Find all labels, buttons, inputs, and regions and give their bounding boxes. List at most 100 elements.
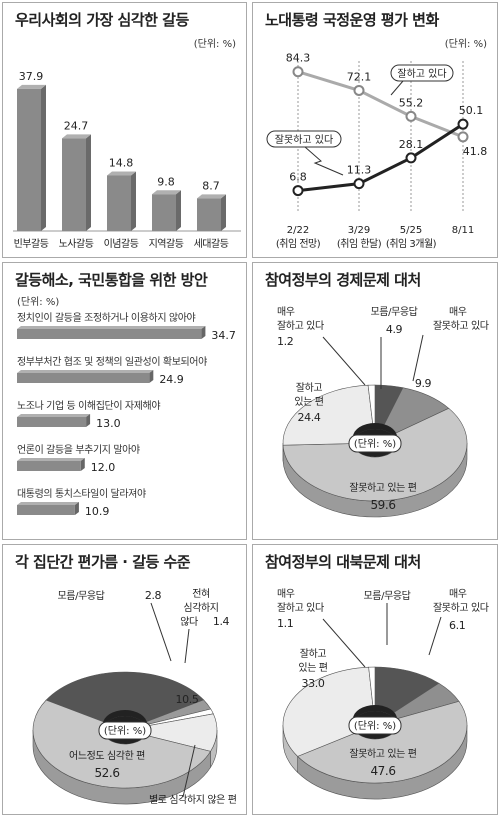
panel-conflict: 우리사회의 가장 심각한 갈등 (단위: %) 37.9 빈부갈등 24.7 노사갈등… xyxy=(2,2,247,258)
line-value-label: 72.1 xyxy=(347,70,372,83)
hbar-top xyxy=(17,458,85,461)
pie-value-label: 12.2 xyxy=(390,628,415,642)
pie-center-label-box xyxy=(348,434,402,453)
legend-callout-label: 잘못하고 있다 xyxy=(275,133,333,146)
pie-hole xyxy=(103,710,147,730)
line-value-label: 28.1 xyxy=(399,138,424,151)
hbar-side xyxy=(80,458,85,471)
hbar-side xyxy=(149,370,154,383)
hbar-side xyxy=(201,326,206,339)
series-point xyxy=(405,152,417,164)
pie-slice-label: 모름/무응답 xyxy=(364,590,411,602)
hbar xyxy=(17,505,75,515)
conflict-bar-chart: 37.9 빈부갈등 24.7 노사갈등 14.8 이념갈등 9.8 지역갈등 8.7 세대갈등 xyxy=(13,70,241,250)
line-value-label: 50.1 xyxy=(459,104,484,117)
pie-slice-label: 별로 심각하지 않은 편 xyxy=(149,793,237,806)
bar-value-label: 8.7 xyxy=(202,179,220,192)
pie-slice-label: 잘하고 있다 xyxy=(277,319,324,332)
bar-top xyxy=(197,194,226,199)
series-point xyxy=(457,131,469,143)
pie-center-label-box xyxy=(348,716,402,735)
series-line xyxy=(297,122,464,193)
panel-nk: 참여정부의 대북문제 대처 (단위: %) 모름/무응답 12.2 매우 잘못하고 있다… xyxy=(252,544,498,815)
hbar xyxy=(17,417,87,427)
x-tick-label: 2/22 xyxy=(287,225,309,236)
pie-slice xyxy=(282,407,468,502)
pie-label-pointer xyxy=(428,616,442,656)
x-tick-sublabel: (취임 한달) xyxy=(337,237,382,250)
line-value-label: 11.3 xyxy=(347,164,372,177)
hbar xyxy=(17,329,202,339)
bar-value-label: 24.7 xyxy=(64,119,89,132)
pie-label-pointer xyxy=(322,618,366,668)
bar-top xyxy=(17,84,46,89)
hbar-value-label: 12.0 xyxy=(91,461,116,474)
bar xyxy=(62,138,86,231)
line-value-label: 84.3 xyxy=(286,52,311,65)
hbar-top xyxy=(17,370,154,373)
pie-slice-label: 잘못하고 있는 편 xyxy=(349,481,416,494)
pie-slice-label: 있는 편 xyxy=(294,396,323,408)
pie-hole xyxy=(353,423,397,443)
x-tick-label: 3/29 xyxy=(348,225,370,236)
pie-value-label: 6.1 xyxy=(449,619,465,632)
bar-category-label: 세대갈등 xyxy=(194,237,229,250)
x-tick-sublabel: (취임 전망) xyxy=(276,237,321,250)
solution-hbar-chart: 정치인이 갈등을 조정하거나 이용하지 않아야 34.7 정부부처간 협조 및 정책… xyxy=(17,311,236,518)
chart-title-nk: 참여정부의 대북문제 대처 xyxy=(265,553,421,571)
bar xyxy=(197,198,221,231)
chart-title-economy: 참여정부의 경제문제 대처 xyxy=(265,271,421,289)
pie-value-label: 52.6 xyxy=(94,766,119,780)
pie-slice-label: 잘못하고 있는 편 xyxy=(349,747,416,760)
bar-value-label: 9.8 xyxy=(157,175,175,188)
pie-slice-label: 모름/무응답 xyxy=(58,590,105,602)
hbar-category-label: 정치인이 갈등을 조정하거나 이용하지 않아야 xyxy=(17,311,196,324)
x-tick-label: 5/25 xyxy=(400,225,422,236)
bar-category-label: 지역갈등 xyxy=(149,237,184,250)
panel-solution: 갈등해소, 국민통합을 위한 방안 (단위: %) 정치인이 갈등을 조정하거나… xyxy=(2,262,247,540)
bar xyxy=(107,175,131,231)
bar-top xyxy=(152,190,181,195)
series-point xyxy=(353,84,365,96)
pie-value-label: 47.6 xyxy=(370,764,395,778)
callout-pointer xyxy=(304,146,344,176)
pie-slice-label: 있는 편 xyxy=(298,662,327,674)
pie-slice-label: 잘하고 xyxy=(300,647,327,660)
pie-label-pointer xyxy=(184,628,190,664)
series-point xyxy=(405,110,417,122)
panel-economy: 참여정부의 경제문제 대처 (단위: %) 모름/무응답 4.9 매우 잘못하고 있다 9… xyxy=(252,262,498,540)
pie-value-label: 1.4 xyxy=(213,615,230,628)
bar-side xyxy=(41,84,46,231)
bar-top xyxy=(107,171,136,176)
hbar-category-label: 언론이 갈등을 부추기지 말아야 xyxy=(17,443,140,456)
bar-top xyxy=(62,134,91,139)
hbar-category-label: 노조나 기업 등 이해집단이 자제해야 xyxy=(17,399,160,412)
unit-label-conflict: (단위: %) xyxy=(193,39,236,50)
pie-value-label: 33.0 xyxy=(302,677,325,690)
bar-category-label: 노사갈등 xyxy=(59,237,94,250)
bar-side xyxy=(221,194,226,231)
bar-category-label: 이념갈등 xyxy=(104,237,139,250)
hbar-category-label: 정부부처간 협조 및 정책의 일관성이 확보되어야 xyxy=(17,355,207,368)
pie-value-label: 59.6 xyxy=(370,498,395,512)
unit-label-approval: (단위: %) xyxy=(444,39,487,50)
pie-value-label: 2.8 xyxy=(145,589,162,602)
x-tick-sublabel: (취임 3개월) xyxy=(386,237,437,250)
series-point xyxy=(457,118,469,130)
callout-pointer xyxy=(390,80,404,96)
bar-side xyxy=(86,134,91,231)
pie-slice-label: 잘하고 xyxy=(296,381,323,394)
bar-side xyxy=(131,171,136,231)
legend-callout-box xyxy=(390,64,454,82)
pie-center-label: (단위: %) xyxy=(104,724,146,737)
hbar-top xyxy=(17,502,79,505)
series-point xyxy=(292,66,304,78)
hbar-value-label: 24.9 xyxy=(159,373,184,386)
bar-side xyxy=(176,190,181,231)
pie-label-pointer xyxy=(150,602,172,662)
pie-center-label: (단위: %) xyxy=(354,719,396,732)
x-tick-label: 8/11 xyxy=(452,225,474,236)
